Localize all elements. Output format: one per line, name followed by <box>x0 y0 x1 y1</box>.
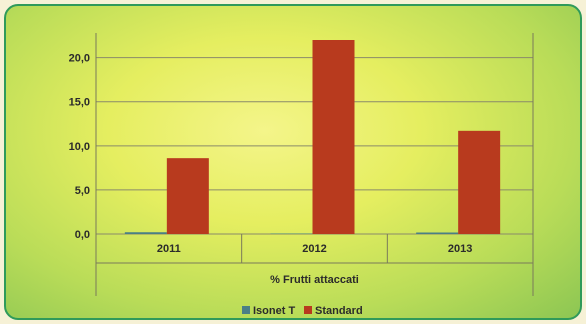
y-tick-label: 10,0 <box>69 141 90 153</box>
legend-label: Isonet T <box>253 305 295 317</box>
bar-standard-2013 <box>458 130 501 234</box>
y-tick-label: 0,0 <box>75 229 90 241</box>
chart-frame: 0,0 5,0 10,0 15,0 20,0 2011 2012 2013 % Frutti … <box>4 4 582 320</box>
y-tick-label: 20,0 <box>69 53 90 65</box>
legend-swatch-isonet-t <box>242 306 250 314</box>
bars <box>124 40 501 234</box>
bar-isonet-t-2011 <box>124 232 167 234</box>
x-tick-label: 2011 <box>157 243 181 255</box>
x-tick-label: 2013 <box>448 243 472 255</box>
legend: Isonet T Standard <box>242 305 363 317</box>
bar-standard-2011 <box>166 158 209 234</box>
bar-standard-2012 <box>312 40 355 234</box>
bar-isonet-t-2013 <box>416 232 459 234</box>
y-axis: 0,0 5,0 10,0 15,0 20,0 <box>69 33 97 241</box>
bar-isonet-t-2012 <box>270 233 313 234</box>
y-tick-label: 5,0 <box>75 185 90 197</box>
bar-chart: 0,0 5,0 10,0 15,0 20,0 2011 2012 2013 % Frutti … <box>69 33 534 317</box>
legend-label: Standard <box>315 305 363 317</box>
category-group-label: % Frutti attaccati <box>270 274 359 286</box>
legend-swatch-standard <box>304 306 312 314</box>
y-tick-label: 15,0 <box>69 97 90 109</box>
x-axis: 2011 2012 2013 % Frutti attaccati <box>95 234 533 296</box>
x-tick-label: 2012 <box>302 243 326 255</box>
